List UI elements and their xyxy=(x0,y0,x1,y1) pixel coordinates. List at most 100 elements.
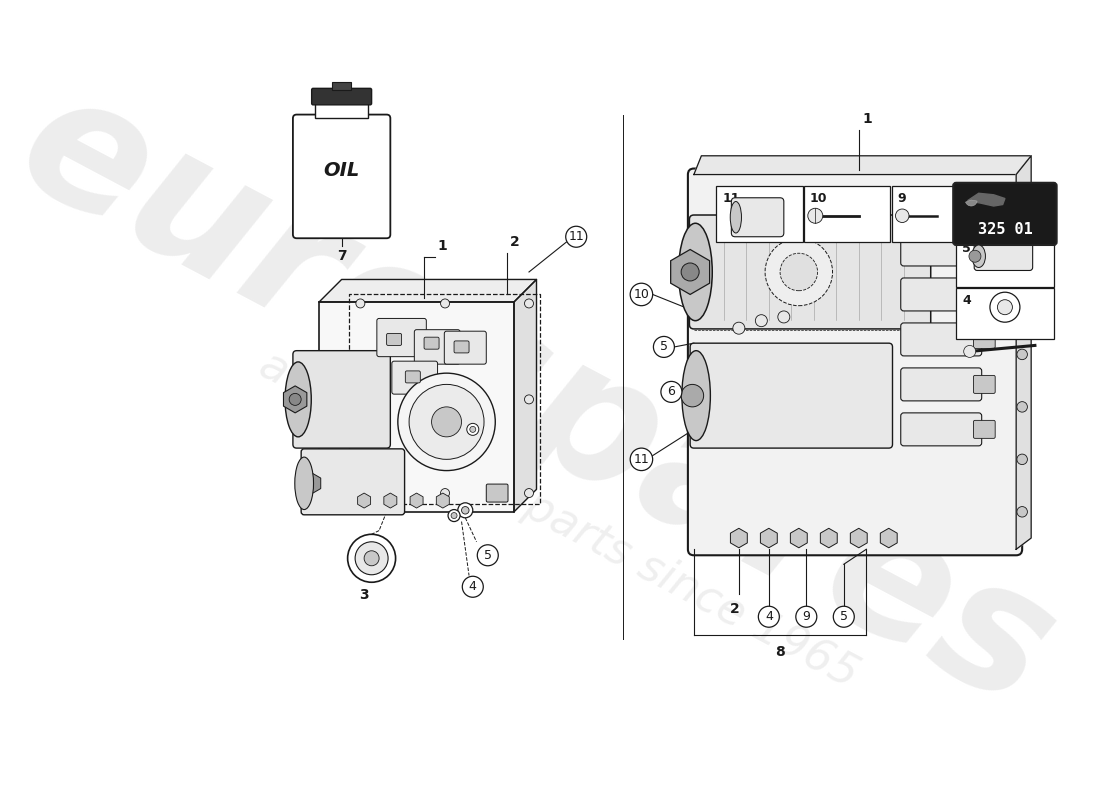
Polygon shape xyxy=(514,279,537,512)
Circle shape xyxy=(458,503,473,518)
Circle shape xyxy=(766,238,833,306)
Text: 325 01: 325 01 xyxy=(978,222,1032,237)
Circle shape xyxy=(1016,297,1027,307)
Circle shape xyxy=(355,542,388,574)
Circle shape xyxy=(525,395,533,404)
Ellipse shape xyxy=(730,202,741,233)
Circle shape xyxy=(289,394,301,406)
FancyBboxPatch shape xyxy=(444,331,486,364)
Text: 4: 4 xyxy=(469,580,476,594)
FancyBboxPatch shape xyxy=(386,334,402,346)
Circle shape xyxy=(733,322,745,334)
FancyBboxPatch shape xyxy=(688,169,1022,555)
Circle shape xyxy=(998,300,1012,314)
Circle shape xyxy=(1016,506,1027,517)
Circle shape xyxy=(1016,402,1027,412)
Text: 11: 11 xyxy=(634,453,649,466)
FancyBboxPatch shape xyxy=(293,114,390,238)
FancyBboxPatch shape xyxy=(974,330,996,349)
FancyBboxPatch shape xyxy=(415,330,460,364)
FancyBboxPatch shape xyxy=(392,361,438,394)
Text: 5: 5 xyxy=(839,610,848,623)
FancyBboxPatch shape xyxy=(975,242,1033,270)
Circle shape xyxy=(356,489,365,498)
Text: 9: 9 xyxy=(802,610,811,623)
Polygon shape xyxy=(319,279,537,302)
Circle shape xyxy=(462,506,469,514)
Circle shape xyxy=(895,209,909,222)
FancyBboxPatch shape xyxy=(293,350,390,448)
Text: 4: 4 xyxy=(962,294,971,307)
Circle shape xyxy=(661,382,682,402)
Text: eurospares: eurospares xyxy=(0,54,1081,745)
Bar xyxy=(892,186,978,242)
Circle shape xyxy=(964,346,976,358)
Circle shape xyxy=(1016,244,1027,254)
FancyBboxPatch shape xyxy=(732,198,784,237)
Circle shape xyxy=(756,314,768,326)
Circle shape xyxy=(364,550,380,566)
Bar xyxy=(804,186,890,242)
FancyBboxPatch shape xyxy=(454,341,469,353)
Circle shape xyxy=(451,513,456,518)
Circle shape xyxy=(653,337,674,358)
Text: 7: 7 xyxy=(337,250,346,263)
Circle shape xyxy=(630,448,652,470)
Circle shape xyxy=(356,299,365,308)
Text: 10: 10 xyxy=(810,192,827,205)
Text: 11: 11 xyxy=(569,230,584,243)
Circle shape xyxy=(525,299,533,308)
Text: a passion for parts since 1965: a passion for parts since 1965 xyxy=(252,342,866,696)
Circle shape xyxy=(409,384,484,459)
FancyBboxPatch shape xyxy=(301,449,405,515)
Circle shape xyxy=(398,373,495,470)
Text: 6: 6 xyxy=(668,386,675,398)
Wedge shape xyxy=(966,200,977,206)
Bar xyxy=(956,236,1054,287)
Text: 2: 2 xyxy=(510,235,520,250)
FancyBboxPatch shape xyxy=(901,368,981,401)
Polygon shape xyxy=(968,194,1005,206)
FancyBboxPatch shape xyxy=(954,182,1057,245)
Polygon shape xyxy=(1016,156,1031,550)
Text: 5: 5 xyxy=(660,341,668,354)
Text: OIL: OIL xyxy=(323,162,360,180)
Circle shape xyxy=(348,534,396,582)
Text: 5: 5 xyxy=(962,242,971,255)
Circle shape xyxy=(466,423,478,435)
FancyBboxPatch shape xyxy=(425,337,439,349)
FancyBboxPatch shape xyxy=(690,215,931,329)
Circle shape xyxy=(441,489,450,498)
Circle shape xyxy=(990,292,1020,322)
Text: 9: 9 xyxy=(898,192,906,205)
Text: 5: 5 xyxy=(484,549,492,562)
FancyBboxPatch shape xyxy=(974,375,996,394)
Circle shape xyxy=(681,263,700,281)
Circle shape xyxy=(470,426,476,432)
Circle shape xyxy=(462,576,483,598)
Circle shape xyxy=(431,407,462,437)
Text: 11: 11 xyxy=(723,192,740,205)
Circle shape xyxy=(969,250,981,262)
FancyBboxPatch shape xyxy=(974,286,996,303)
Text: 1: 1 xyxy=(862,112,872,126)
FancyBboxPatch shape xyxy=(405,371,420,383)
Bar xyxy=(956,183,1054,234)
FancyBboxPatch shape xyxy=(974,203,996,221)
Circle shape xyxy=(758,606,779,627)
FancyBboxPatch shape xyxy=(377,318,427,357)
Circle shape xyxy=(630,283,652,306)
FancyBboxPatch shape xyxy=(901,233,981,266)
Circle shape xyxy=(525,489,533,498)
Circle shape xyxy=(1016,454,1027,465)
Polygon shape xyxy=(694,156,1031,174)
FancyBboxPatch shape xyxy=(486,484,508,502)
Ellipse shape xyxy=(682,350,711,441)
FancyBboxPatch shape xyxy=(901,413,981,446)
Bar xyxy=(956,289,1054,339)
Text: 8: 8 xyxy=(776,646,785,659)
Text: 2: 2 xyxy=(730,602,740,616)
Circle shape xyxy=(356,395,365,404)
FancyBboxPatch shape xyxy=(901,278,981,311)
Circle shape xyxy=(1016,192,1027,202)
